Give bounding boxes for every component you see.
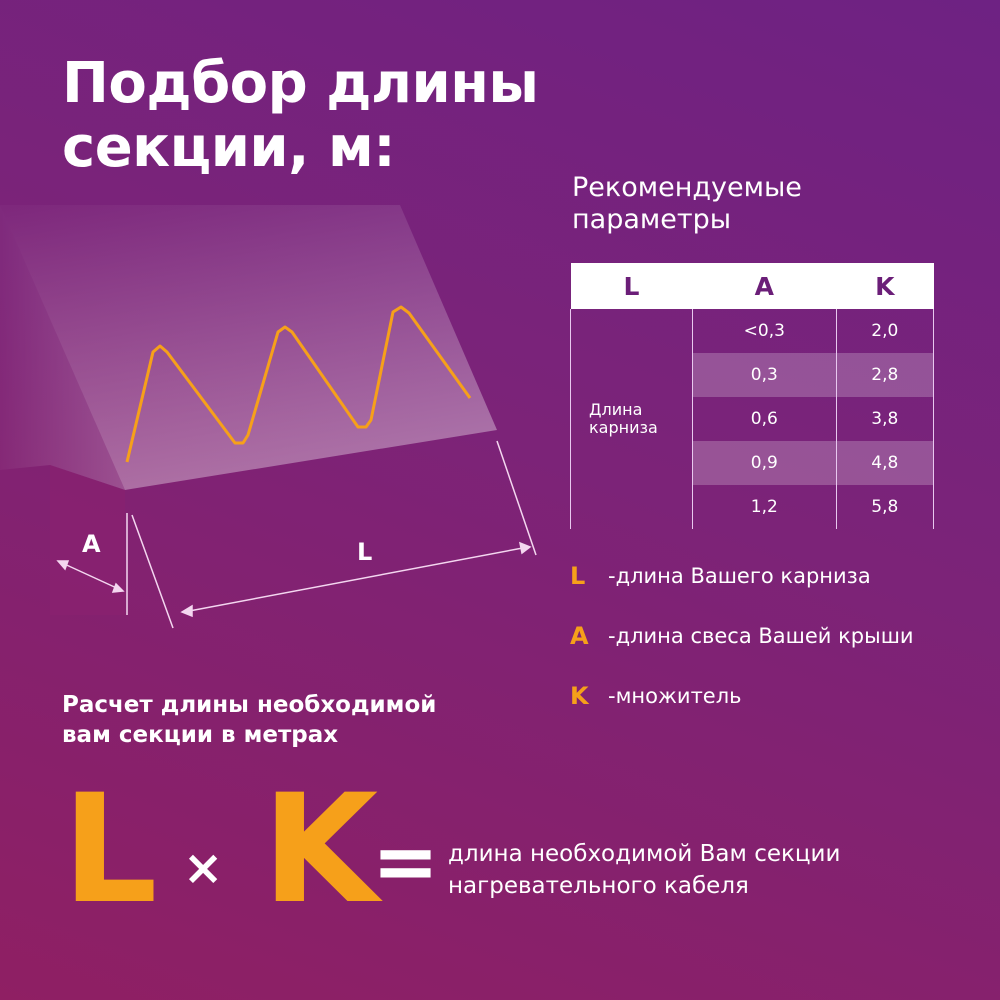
legend-text: -множитель (608, 684, 742, 708)
header-l: L (570, 263, 693, 309)
heading-line: параметры (572, 204, 732, 235)
arrow-head-icon (56, 560, 70, 571)
cell-k: 2,8 (835, 353, 935, 397)
cell-a: 0,9 (692, 441, 837, 485)
a-arrow (59, 561, 122, 591)
arrow-head-icon (111, 582, 125, 593)
cell-k: 4,8 (835, 441, 935, 485)
recommended-heading: Рекомендуемые параметры (572, 172, 802, 236)
roof-diagram: A L (0, 205, 537, 629)
table-row: 0,9 4,8 (571, 441, 935, 485)
table-header: L A K (570, 263, 934, 309)
legend-key: L (570, 562, 586, 590)
wall-face (50, 465, 125, 615)
result-line: нагревательного кабеля (448, 873, 749, 899)
title-line: Подбор длины (62, 51, 539, 116)
cell-a: <0,3 (692, 309, 837, 353)
header-k: K (836, 263, 934, 309)
parameters-table: L A K Длина карниза <0,3 2,0 0,3 2,8 0,6… (570, 263, 935, 529)
calc-line: вам секции в метрах (62, 722, 339, 748)
row-label-line: Длина (589, 400, 643, 419)
table-row: 1,2 5,8 (571, 485, 935, 529)
formula-l: L (62, 763, 158, 937)
result-line: длина необходимой Вам секции (448, 841, 841, 867)
table-row: 0,6 3,8 (571, 397, 935, 441)
formula-k: K (262, 763, 379, 937)
legend-item-a: A -длина свеса Вашей крыши (570, 622, 914, 650)
legend-text: -длина свеса Вашей крыши (608, 624, 914, 648)
legend-text: -длина Вашего карниза (608, 564, 871, 588)
cell-a: 0,3 (692, 353, 837, 397)
roof-side (0, 205, 125, 490)
dimension-line (496, 440, 537, 556)
heading-line: Рекомендуемые (572, 172, 802, 203)
arrow-head-icon (518, 541, 532, 555)
row-label-line: карниза (589, 418, 658, 437)
table-row: 0,3 2,8 (571, 353, 935, 397)
label-l: L (357, 538, 372, 566)
formula-result: длина необходимой Вам секции нагреватель… (448, 838, 840, 902)
calculation-heading: Расчет длины необходимой вам секции в ме… (62, 690, 436, 750)
formula-equals: = (372, 815, 440, 908)
calc-line: Расчет длины необходимой (62, 692, 437, 718)
legend-key: K (570, 682, 589, 710)
heating-cable (125, 305, 472, 463)
cell-k: 5,8 (835, 485, 935, 529)
legend-key: A (570, 622, 589, 650)
table-row: Длина карниза <0,3 2,0 (570, 309, 935, 529)
header-a: A (692, 263, 837, 309)
formula-times: × (183, 840, 224, 896)
page-title: Подбор длины секции, м: (62, 52, 539, 180)
cell-a: 1,2 (692, 485, 837, 529)
dimension-line (131, 514, 174, 629)
legend-item-k: K -множитель (570, 682, 742, 710)
arrow-head-icon (180, 604, 193, 618)
cell-a: 0,6 (692, 397, 837, 441)
title-line: секции, м: (62, 115, 396, 180)
row-label: Длина карниза (570, 309, 693, 529)
legend-item-l: L -длина Вашего карниза (570, 562, 871, 590)
l-arrow (183, 546, 529, 613)
cell-k: 3,8 (835, 397, 935, 441)
label-a: A (82, 530, 101, 558)
cell-k: 2,0 (835, 309, 935, 353)
